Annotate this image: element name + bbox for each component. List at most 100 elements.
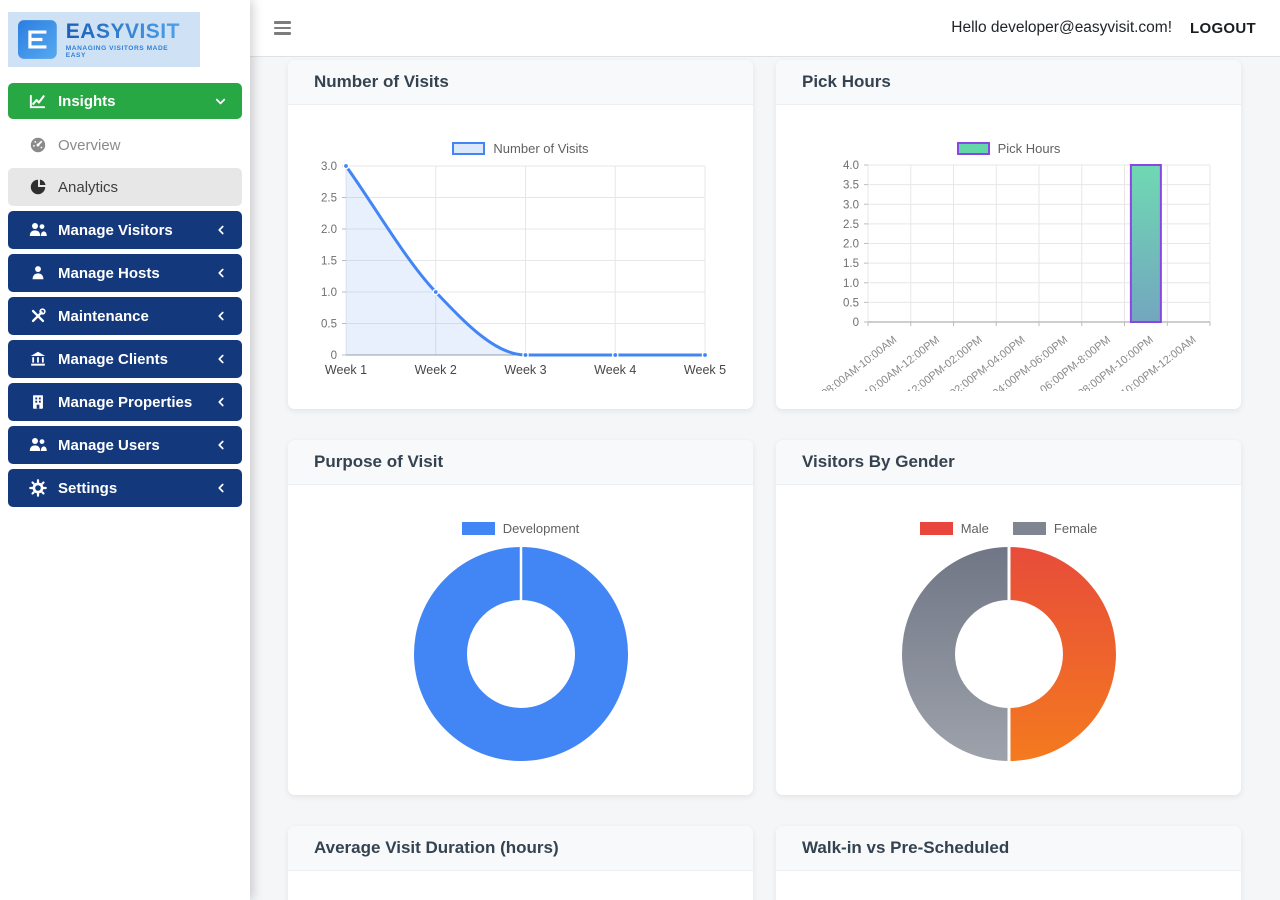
sidebar-item-overview[interactable]: Overview xyxy=(8,127,242,163)
svg-text:2.5: 2.5 xyxy=(321,193,337,205)
sidebar-item-label: Manage Hosts xyxy=(58,264,160,282)
chevron-left-icon xyxy=(214,266,228,280)
topbar: Hello developer@easyvisit.com! LOGOUT xyxy=(250,0,1280,57)
legend-swatch xyxy=(956,141,990,155)
chart-legend[interactable]: Male Female xyxy=(776,520,1241,536)
donut-chart-canvas[interactable] xyxy=(288,535,753,775)
sidebar-item-label: Maintenance xyxy=(58,307,149,325)
legend-swatch xyxy=(461,521,495,535)
menu-toggle-button[interactable] xyxy=(272,19,293,37)
svg-text:3.0: 3.0 xyxy=(321,161,337,173)
chart-legend[interactable]: Pick Hours xyxy=(776,140,1241,156)
sidebar-item-analytics[interactable]: Analytics xyxy=(8,168,242,206)
host-icon xyxy=(27,264,48,282)
sidebar-item-maintenance[interactable]: Maintenance xyxy=(8,297,242,335)
chart-legend[interactable]: Number of Visits xyxy=(288,140,753,156)
sidebar-item-manage-users[interactable]: Manage Users xyxy=(8,426,242,464)
legend-label: Female xyxy=(1053,520,1098,536)
card-header: Number of Visits xyxy=(288,60,753,105)
card-average-visit-duration: Average Visit Duration (hours) xyxy=(288,826,753,900)
legend-swatch xyxy=(919,521,953,535)
card-title: Average Visit Duration (hours) xyxy=(314,838,559,857)
card-number-of-visits: Number of Visits Number of Visits 0 0.5 1.0… xyxy=(288,60,753,409)
card-header: Average Visit Duration (hours) xyxy=(288,826,753,871)
svg-text:0: 0 xyxy=(331,350,337,362)
svg-text:1.0: 1.0 xyxy=(321,287,337,299)
legend-label: Number of Visits xyxy=(493,140,589,156)
logo[interactable]: EASYVISIT MANAGING VISITORS MADE EASY xyxy=(8,12,200,67)
svg-text:Week 3: Week 3 xyxy=(504,363,546,377)
donut-chart-canvas[interactable] xyxy=(776,535,1241,775)
chart-legend[interactable]: Development xyxy=(288,520,753,536)
building-icon xyxy=(27,393,48,411)
gear-icon xyxy=(27,479,48,497)
legend-label: Male xyxy=(960,520,989,536)
svg-text:Week 5: Week 5 xyxy=(684,363,726,377)
sidebar-nav: Insights Overview Analytics Manage Visit… xyxy=(8,83,242,507)
sidebar-item-settings[interactable]: Settings xyxy=(8,469,242,507)
legend-label: Pick Hours xyxy=(997,140,1061,156)
pie-chart-icon xyxy=(27,178,48,196)
card-header: Visitors By Gender xyxy=(776,440,1241,485)
average-visit-duration-chart[interactable] xyxy=(288,871,753,900)
svg-text:1.5: 1.5 xyxy=(843,258,859,270)
legend-label: Development xyxy=(502,520,580,536)
bank-icon xyxy=(27,350,48,368)
chevron-left-icon xyxy=(214,438,228,452)
svg-text:0.5: 0.5 xyxy=(843,297,859,309)
svg-text:0: 0 xyxy=(853,317,859,329)
sidebar-item-label: Manage Users xyxy=(58,436,160,454)
number-of-visits-chart[interactable]: Number of Visits 0 0.5 1.0 1.5 2.0 2.5 3.0 Week … xyxy=(288,105,753,409)
area-chart-canvas[interactable]: 0 0.5 1.0 1.5 2.0 2.5 3.0 Week 1 Week 2 Week 3 Wee… xyxy=(288,155,753,391)
sidebar-item-manage-properties[interactable]: Manage Properties xyxy=(8,383,242,421)
logo-tagline: MANAGING VISITORS MADE EASY xyxy=(65,44,169,59)
svg-text:Week 2: Week 2 xyxy=(415,363,457,377)
sidebar-item-manage-visitors[interactable]: Manage Visitors xyxy=(8,211,242,249)
card-header: Walk-in vs Pre-Scheduled xyxy=(776,826,1241,871)
svg-text:2.0: 2.0 xyxy=(843,239,859,251)
svg-text:Week 1: Week 1 xyxy=(325,363,367,377)
easyvisit-logo-icon xyxy=(18,20,57,59)
card-title: Purpose of Visit xyxy=(314,452,444,471)
sidebar-item-label: Manage Clients xyxy=(58,350,169,368)
svg-text:2.0: 2.0 xyxy=(321,224,337,236)
sidebar-item-label: Overview xyxy=(58,136,121,154)
logout-button[interactable]: LOGOUT xyxy=(1190,19,1256,37)
chevron-left-icon xyxy=(214,309,228,323)
sidebar-item-manage-clients[interactable]: Manage Clients xyxy=(8,340,242,378)
topbar-right: Hello developer@easyvisit.com! LOGOUT xyxy=(951,19,1256,37)
purpose-of-visit-chart[interactable]: Development xyxy=(288,485,753,795)
walkin-vs-prescheduled-chart[interactable] xyxy=(776,871,1241,900)
svg-text:Week 4: Week 4 xyxy=(594,363,636,377)
chevron-left-icon xyxy=(214,223,228,237)
dashboard-content: Number of Visits Number of Visits 0 0.5 1.0… xyxy=(250,57,1280,900)
svg-text:3.5: 3.5 xyxy=(843,180,859,192)
sidebar-item-insights[interactable]: Insights xyxy=(8,83,242,119)
svg-text:3.0: 3.0 xyxy=(843,199,859,211)
card-pick-hours: Pick Hours Pick Hours 0 0.5 1.0 1.5 2.0 2.5 3.0… xyxy=(776,60,1241,409)
card-title: Number of Visits xyxy=(314,72,449,91)
sidebar-item-label: Insights xyxy=(58,92,116,110)
users-icon xyxy=(27,436,48,454)
chevron-left-icon xyxy=(214,481,228,495)
pick-hours-chart[interactable]: Pick Hours 0 0.5 1.0 1.5 2.0 2.5 3.0 3.5 4.0 08:00… xyxy=(776,105,1241,409)
svg-text:4.0: 4.0 xyxy=(843,160,859,172)
card-visitors-by-gender: Visitors By Gender Male Female xyxy=(776,440,1241,795)
sidebar-item-manage-hosts[interactable]: Manage Hosts xyxy=(8,254,242,292)
card-walkin-vs-prescheduled: Walk-in vs Pre-Scheduled xyxy=(776,826,1241,900)
sidebar-item-label: Manage Properties xyxy=(58,393,193,411)
logo-title: EASYVISIT xyxy=(66,21,190,42)
sidebar-item-label: Settings xyxy=(58,479,118,497)
legend-swatch xyxy=(1012,521,1046,535)
chart-line-icon xyxy=(27,92,48,111)
bar-chart-canvas[interactable]: 00.51.01.52.02.53.03.54.008:00AM-10:00AM… xyxy=(776,155,1241,391)
svg-text:1.0: 1.0 xyxy=(843,278,859,290)
visitors-icon xyxy=(27,221,48,239)
card-title: Pick Hours xyxy=(802,72,891,91)
sidebar-item-label: Manage Visitors xyxy=(58,221,173,239)
user-greeting: Hello developer@easyvisit.com! xyxy=(951,19,1173,36)
visitors-by-gender-chart[interactable]: Male Female xyxy=(776,485,1241,795)
card-header: Purpose of Visit xyxy=(288,440,753,485)
svg-text:1.5: 1.5 xyxy=(321,256,337,268)
sidebar-item-label: Analytics xyxy=(58,178,119,196)
